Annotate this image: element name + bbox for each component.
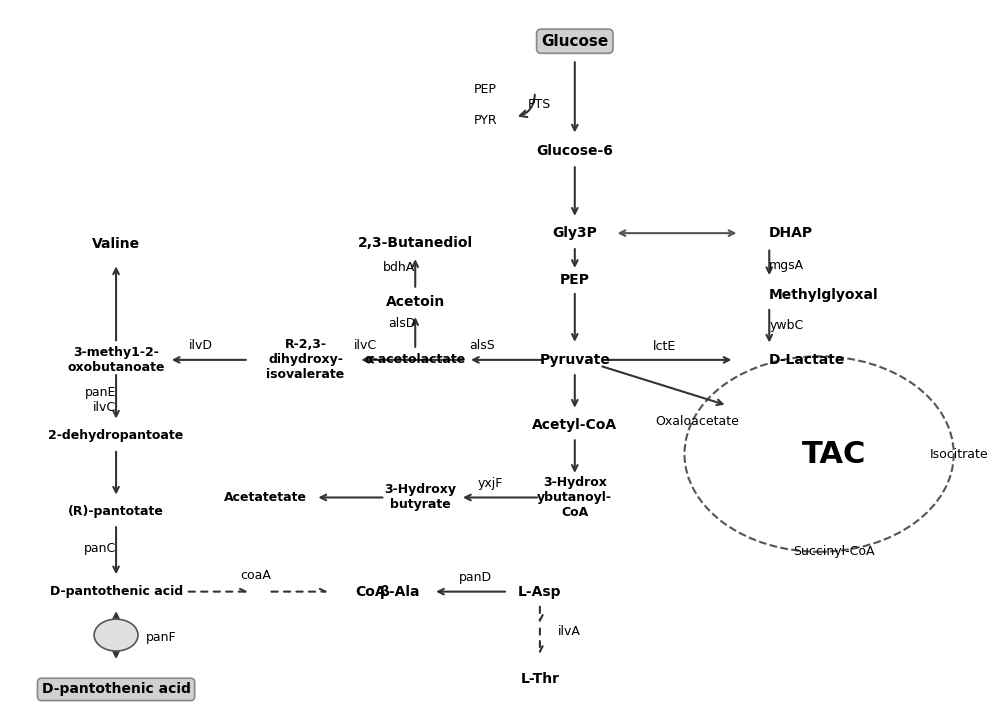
Text: CoA: CoA — [355, 585, 386, 598]
Text: ilvC: ilvC — [354, 339, 377, 352]
Text: ilvA: ilvA — [558, 625, 581, 638]
Text: Acetoin: Acetoin — [386, 295, 445, 309]
Text: 2-dehydropantoate: 2-dehydropantoate — [48, 430, 184, 443]
Text: PTS: PTS — [528, 98, 551, 111]
Text: Acetatetate: Acetatetate — [224, 491, 307, 504]
Text: TAC: TAC — [802, 440, 866, 468]
Text: bdhA: bdhA — [383, 261, 415, 273]
Text: Succinyl-CoA: Succinyl-CoA — [793, 545, 875, 558]
FancyArrowPatch shape — [520, 95, 535, 117]
Text: Oxaloacetate: Oxaloacetate — [656, 415, 739, 428]
Text: alsS: alsS — [469, 339, 495, 352]
Text: Acetyl-CoA: Acetyl-CoA — [532, 418, 617, 432]
Text: mgsA: mgsA — [769, 260, 804, 272]
Text: coaA: coaA — [240, 569, 271, 582]
Text: α-acetolactate: α-acetolactate — [365, 353, 466, 366]
Text: D-Lactate: D-Lactate — [769, 353, 846, 367]
Text: yxjF: yxjF — [477, 477, 503, 490]
Text: ilvD: ilvD — [189, 339, 213, 352]
Circle shape — [94, 619, 138, 651]
Text: Gly3P: Gly3P — [552, 226, 597, 240]
Text: panE
ilvC: panE ilvC — [85, 387, 116, 414]
Text: 3-methy1-2-
oxobutanoate: 3-methy1-2- oxobutanoate — [67, 346, 165, 374]
Text: β-Ala: β-Ala — [380, 585, 421, 598]
Text: Isocitrate: Isocitrate — [929, 448, 988, 460]
Text: DHAP: DHAP — [769, 226, 813, 240]
Text: lctE: lctE — [653, 340, 676, 353]
Text: panF: panF — [146, 631, 177, 643]
Text: Pyruvate: Pyruvate — [539, 353, 610, 367]
Text: Glucose: Glucose — [541, 33, 608, 49]
Text: PYR: PYR — [473, 113, 497, 126]
Text: L-Thr: L-Thr — [520, 672, 559, 686]
Text: R-2,3-
dihydroxy-
isovalerate: R-2,3- dihydroxy- isovalerate — [266, 338, 345, 382]
Text: (R)-pantotate: (R)-pantotate — [68, 505, 164, 518]
Text: PEP: PEP — [560, 273, 590, 287]
Text: 3-Hydroxy
butyrate: 3-Hydroxy butyrate — [384, 483, 456, 512]
Text: Valine: Valine — [92, 237, 140, 251]
Text: panC: panC — [84, 542, 116, 555]
Text: Methylglyoxal: Methylglyoxal — [769, 288, 879, 302]
Text: 3-Hydrox
ybutanoyl-
CoA: 3-Hydrox ybutanoyl- CoA — [537, 476, 612, 519]
Text: ywbC: ywbC — [769, 318, 804, 332]
Text: PEP: PEP — [474, 84, 497, 96]
Text: L-Asp: L-Asp — [518, 585, 562, 598]
Text: alsD: alsD — [388, 317, 415, 330]
Text: panD: panD — [459, 571, 492, 584]
Text: 2,3-Butanediol: 2,3-Butanediol — [358, 236, 473, 249]
Text: D-pantothenic acid: D-pantothenic acid — [42, 683, 191, 696]
Text: D-pantothenic acid: D-pantothenic acid — [50, 585, 183, 598]
Text: Glucose-6: Glucose-6 — [536, 144, 613, 158]
